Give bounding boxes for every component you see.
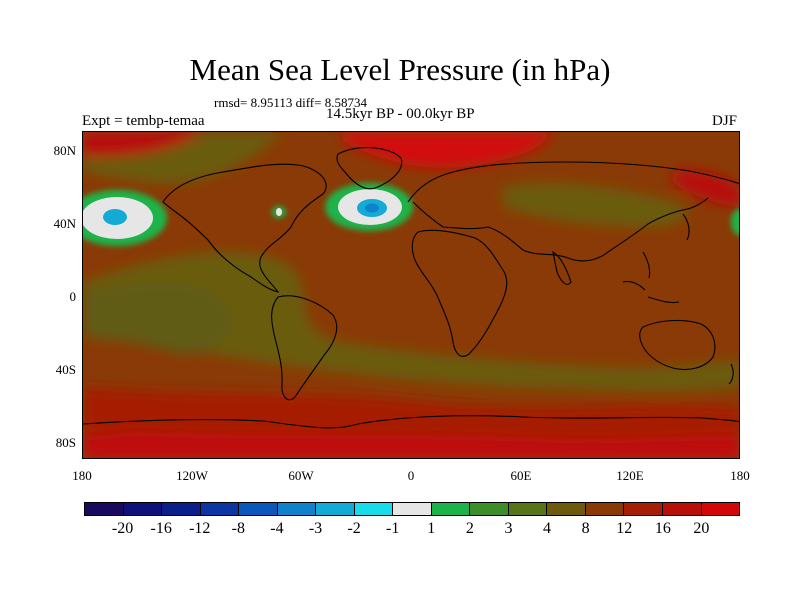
- colorbar-swatch: [85, 503, 124, 515]
- lon-label-60w: 60W: [288, 468, 314, 483]
- colorbar-swatch: [585, 503, 625, 515]
- map-title: Mean Sea Level Pressure (in hPa): [189, 52, 611, 87]
- lon-label-180w: 180: [72, 468, 92, 483]
- colorbar-label: -4: [270, 520, 284, 537]
- colorbar-swatch: [354, 503, 394, 515]
- lon-label-60e: 60E: [510, 468, 532, 483]
- colorbar-label: 8: [581, 520, 590, 537]
- season-label: DJF: [712, 113, 738, 129]
- pressure-field: [83, 132, 739, 458]
- colorbar-label: 1: [427, 520, 436, 537]
- colorbar-swatch: [239, 503, 278, 515]
- colorbar-swatch: [123, 503, 163, 515]
- lat-label-80n: 80N: [53, 143, 76, 158]
- colorbar-swatch: [508, 503, 548, 515]
- colorbar: [84, 502, 740, 516]
- map-subtitle: 14.5kyr BP - 00.0kyr BP: [326, 106, 475, 122]
- colorbar-label: -20: [111, 520, 134, 537]
- coastlines: [83, 147, 739, 429]
- colorbar-swatch: [316, 503, 355, 515]
- experiment-label: Expt = tembp-temaa: [82, 113, 205, 129]
- lat-label-40s: 40S: [55, 362, 76, 377]
- lon-label-180e: 180: [730, 468, 750, 483]
- stats-line: rmsd= 8.95113 diff= 8.58734: [214, 95, 367, 110]
- colorbar-swatch: [624, 503, 663, 515]
- colorbar-label: -8: [231, 520, 245, 537]
- colorbar-label: 3: [504, 520, 513, 537]
- colorbar-swatch: [277, 503, 317, 515]
- colorbar-swatch: [431, 503, 471, 515]
- lon-label-120e: 120E: [616, 468, 644, 483]
- colorbar-label: -1: [386, 520, 400, 537]
- colorbar-swatch: [162, 503, 201, 515]
- colorbar-label: 2: [465, 520, 474, 537]
- colorbar-label: 4: [543, 520, 552, 537]
- colorbar-swatch: [200, 503, 240, 515]
- lon-label-0: 0: [407, 468, 415, 483]
- colorbar-swatch: [470, 503, 509, 515]
- colorbar-label: 20: [693, 520, 710, 537]
- colorbar-label: -2: [347, 520, 361, 537]
- lat-label-80s: 80S: [55, 435, 76, 450]
- colorbar-swatch: [393, 503, 432, 515]
- colorbar-label: 12: [616, 520, 633, 537]
- colorbar-swatch: [547, 503, 586, 515]
- colorbar-label: 16: [654, 520, 671, 537]
- lon-label-120w: 120W: [176, 468, 208, 483]
- colorbar-label: -3: [308, 520, 323, 537]
- lat-label-40n: 40N: [53, 216, 76, 231]
- colorbar-swatch: [662, 503, 702, 515]
- colorbar-swatch: [701, 503, 740, 515]
- pressure-map: [82, 131, 740, 459]
- lat-label-0: 0: [69, 289, 77, 304]
- colorbar-label: -12: [189, 520, 211, 537]
- colorbar-label: -16: [150, 520, 172, 537]
